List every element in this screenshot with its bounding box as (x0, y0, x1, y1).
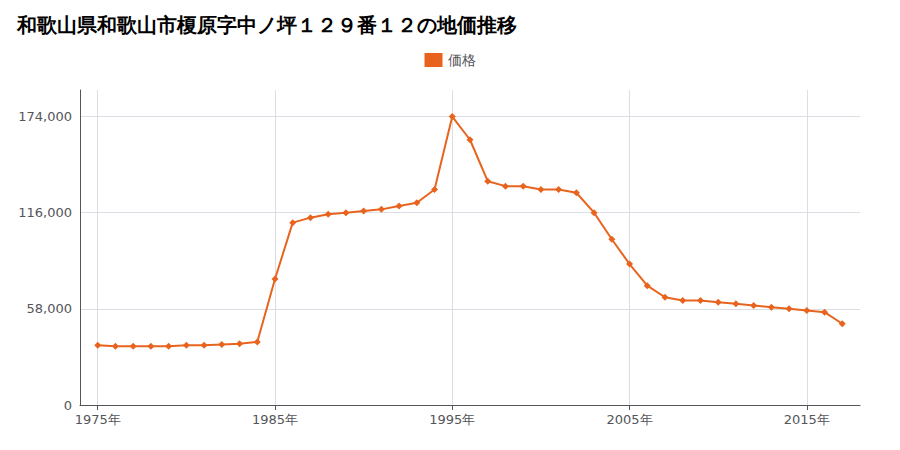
svg-text:2005年: 2005年 (606, 412, 652, 427)
svg-text:116,000: 116,000 (18, 205, 72, 220)
svg-text:2015年: 2015年 (784, 412, 830, 427)
svg-text:価格: 価格 (448, 52, 476, 68)
svg-text:1975年: 1975年 (75, 412, 121, 427)
svg-text:58,000: 58,000 (27, 301, 73, 316)
svg-text:和歌山県和歌山市榎原字中ノ坪１２９番１２の地価推移: 和歌山県和歌山市榎原字中ノ坪１２９番１２の地価推移 (16, 13, 517, 37)
svg-text:174,000: 174,000 (18, 109, 72, 124)
svg-text:1985年: 1985年 (252, 412, 298, 427)
svg-text:0: 0 (64, 398, 72, 413)
svg-text:1995年: 1995年 (429, 412, 475, 427)
